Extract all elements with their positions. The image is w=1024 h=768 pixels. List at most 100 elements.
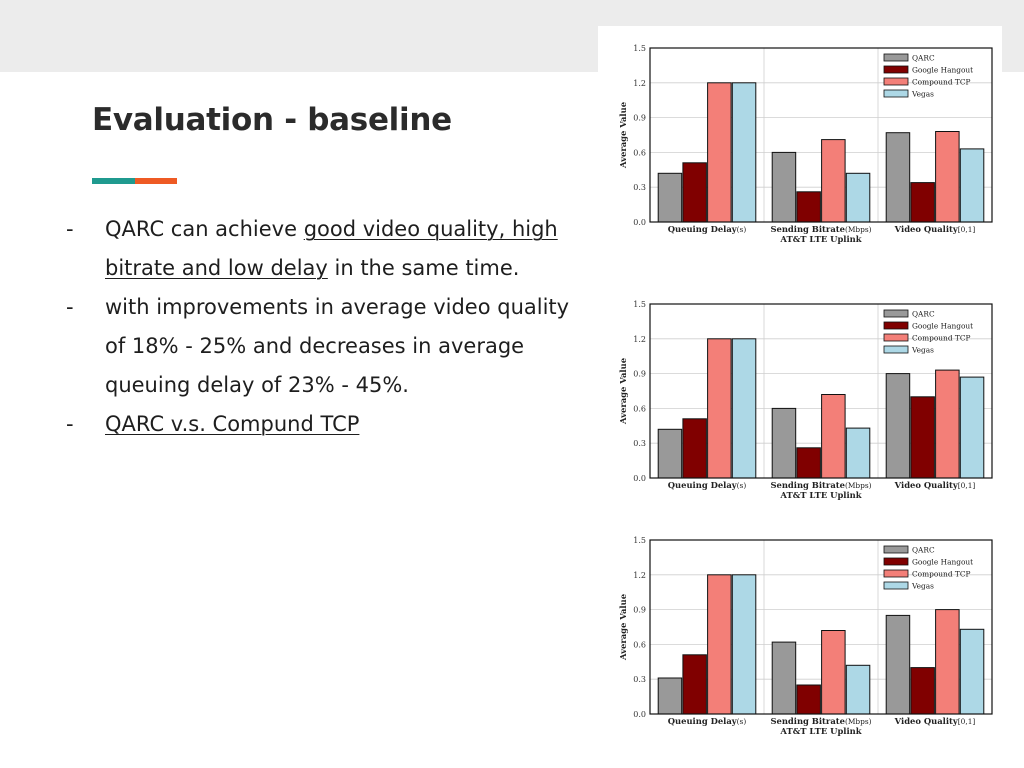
y-tick-label: 0.9 xyxy=(633,114,646,123)
bar-chart-2: 0.0 0.3 0.6 0.9 1.2 1.5 Queuing Delay(s) Sendin… xyxy=(598,282,1002,514)
x-tick-label-unit: (Mbps) xyxy=(845,717,872,726)
bar-chart-1: 0.0 0.3 0.6 0.9 1.2 1.5 Queuing Delay(s) Sendin… xyxy=(598,26,1002,258)
plot-frame xyxy=(649,47,993,223)
bullet-dash: - xyxy=(66,295,74,319)
y-tick-label: 1.2 xyxy=(633,571,646,580)
bullet-text: with improvements in average video quali… xyxy=(105,295,570,397)
bar-compound-tcp xyxy=(935,131,960,223)
y-axis-label: Average Value xyxy=(618,594,628,661)
bar-qarc xyxy=(885,614,911,715)
x-tick-label-main: Sending Bitrate xyxy=(770,480,845,490)
bar-google-hangout xyxy=(682,654,707,715)
bar-qarc xyxy=(771,641,797,715)
x-tick-label-unit: (s) xyxy=(737,481,747,490)
plot-frame xyxy=(649,303,993,479)
x-axis-label: AT&T LTE Uplink xyxy=(779,490,861,500)
y-tick-label: 0.6 xyxy=(633,404,646,413)
y-tick-label: 0.9 xyxy=(633,370,646,379)
legend-label: Compound TCP xyxy=(912,570,970,579)
y-tick-label: 1.5 xyxy=(633,300,646,309)
x-tick-label: Sending Bitrate(Mbps) xyxy=(770,480,871,490)
legend-swatch xyxy=(883,545,909,554)
bar-google-hangout xyxy=(682,162,707,223)
bar-google-hangout xyxy=(796,447,821,479)
bullet-item: - QARC v.s. Compund TCP xyxy=(64,405,594,444)
x-tick-label-unit: [0,1] xyxy=(958,481,976,490)
plot-area xyxy=(650,540,992,714)
x-tick-label-main: Queuing Delay xyxy=(668,480,738,490)
bar-compound-tcp xyxy=(707,574,732,715)
y-tick-label: 0.3 xyxy=(633,439,646,448)
x-tick-label: Sending Bitrate(Mbps) xyxy=(770,716,871,726)
bar-chart-2-svg: 0.0 0.3 0.6 0.9 1.2 1.5 Queuing Delay(s) Sendin… xyxy=(618,300,993,500)
bullet-text: in the same time. xyxy=(327,256,520,280)
legend-label: Google Hangout xyxy=(912,322,973,331)
bar-compound-tcp xyxy=(821,394,846,479)
bar-vegas xyxy=(731,338,757,479)
bar-google-hangout xyxy=(682,418,707,479)
bar-compound-tcp xyxy=(707,338,732,479)
bar-google-hangout xyxy=(910,667,935,715)
plot-area xyxy=(650,304,992,478)
bar-vegas xyxy=(731,82,757,223)
legend-label: Google Hangout xyxy=(912,66,973,75)
bar-vegas xyxy=(845,172,871,223)
x-tick-label-unit: (s) xyxy=(737,717,747,726)
legend-swatch xyxy=(883,345,909,354)
x-tick-label-main: Queuing Delay xyxy=(668,716,738,726)
bar-qarc xyxy=(885,132,911,223)
legend-swatch xyxy=(883,569,909,578)
bullet-list: - QARC can achieve good video quality, hi… xyxy=(64,210,594,444)
legend-swatch xyxy=(883,333,909,342)
bar-compound-tcp xyxy=(821,139,846,223)
x-tick-label: Queuing Delay(s) xyxy=(668,224,747,234)
legend-swatch xyxy=(883,53,909,62)
y-tick-label: 0.3 xyxy=(633,675,646,684)
y-tick-label: 0.0 xyxy=(633,710,646,719)
bar-vegas xyxy=(959,376,985,479)
x-tick-label-unit: (Mbps) xyxy=(845,481,872,490)
bar-compound-tcp xyxy=(935,369,960,479)
x-tick-label-main: Sending Bitrate xyxy=(770,716,845,726)
x-tick-label-main: Video Quality xyxy=(894,716,959,726)
bar-qarc xyxy=(771,151,797,223)
x-tick-label: Queuing Delay(s) xyxy=(668,716,747,726)
x-tick-label-unit: [0,1] xyxy=(958,717,976,726)
x-tick-label-unit: [0,1] xyxy=(958,225,976,234)
accent-bar-orange xyxy=(135,178,177,184)
y-tick-label: 1.5 xyxy=(633,536,646,545)
y-tick-label: 0.0 xyxy=(633,474,646,483)
x-tick-label: Sending Bitrate(Mbps) xyxy=(770,224,871,234)
bar-compound-tcp xyxy=(821,630,846,715)
y-tick-label: 0.3 xyxy=(633,183,646,192)
plot-area xyxy=(650,48,992,222)
bar-google-hangout xyxy=(796,684,821,715)
bullet-item: - with improvements in average video qual… xyxy=(64,288,594,405)
bar-compound-tcp xyxy=(707,82,732,223)
legend-swatch xyxy=(883,65,909,74)
underlined-text: QARC v.s. Compund TCP xyxy=(105,412,360,436)
bar-vegas xyxy=(845,427,871,479)
underlined-text: good video quality, high bitrate and low… xyxy=(105,217,558,280)
bullet-dash: - xyxy=(66,412,74,436)
bullet-dash: - xyxy=(66,217,74,241)
x-axis-label: AT&T LTE Uplink xyxy=(779,234,861,244)
y-axis-label: Average Value xyxy=(618,102,628,169)
y-tick-label: 0.6 xyxy=(633,640,646,649)
x-tick-label: Video Quality[0,1] xyxy=(894,480,976,490)
x-tick-label-main: Queuing Delay xyxy=(668,224,738,234)
bar-google-hangout xyxy=(910,396,935,479)
x-tick-label: Video Quality[0,1] xyxy=(894,224,976,234)
legend-swatch xyxy=(883,309,909,318)
bullet-text: QARC can achieve xyxy=(105,217,304,241)
x-tick-label-main: Video Quality xyxy=(894,224,959,234)
legend-swatch xyxy=(883,321,909,330)
bar-google-hangout xyxy=(796,191,821,223)
x-tick-label: Queuing Delay(s) xyxy=(668,480,747,490)
accent-bar-teal xyxy=(92,178,135,184)
x-tick-label-unit: (s) xyxy=(737,225,747,234)
bar-google-hangout xyxy=(910,182,935,223)
legend-label: Google Hangout xyxy=(912,558,973,567)
y-axis-label: Average Value xyxy=(618,358,628,425)
legend-swatch xyxy=(883,89,909,98)
